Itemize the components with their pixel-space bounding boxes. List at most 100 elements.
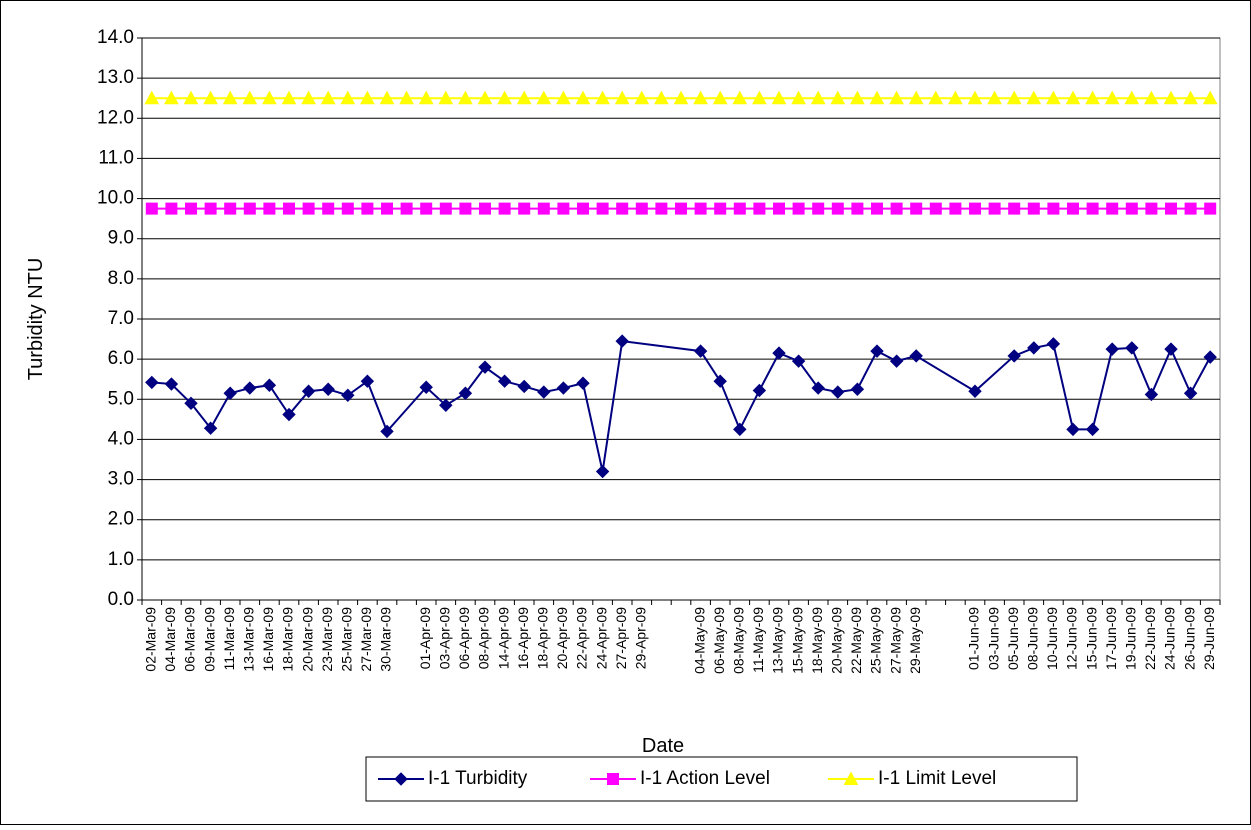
marker-square xyxy=(302,202,315,215)
marker-diamond xyxy=(1183,386,1198,400)
x-tick-label: 10-Jun-09 xyxy=(1044,607,1060,670)
y-axis-title: Turbidity NTU xyxy=(25,258,47,381)
marker-triangle xyxy=(1006,90,1022,105)
x-tick-label: 13-May-09 xyxy=(770,607,786,674)
marker-square xyxy=(675,202,687,215)
marker-triangle xyxy=(556,90,571,105)
marker-triangle xyxy=(399,90,414,105)
x-tick-label: 14-Apr-09 xyxy=(495,607,511,669)
marker-square xyxy=(949,202,962,215)
marker-square xyxy=(224,202,237,215)
x-tick-label: 01-Jun-09 xyxy=(966,607,982,670)
marker-triangle xyxy=(183,90,199,105)
marker-square xyxy=(616,202,629,215)
marker-square xyxy=(910,202,923,215)
marker-triangle xyxy=(732,90,748,105)
marker-square xyxy=(1125,202,1138,215)
marker-triangle xyxy=(791,90,806,105)
marker-square xyxy=(1067,202,1079,215)
x-tick-label: 03-Jun-09 xyxy=(985,607,1001,670)
legend-box xyxy=(365,756,1078,802)
y-tick-label: 14.0 xyxy=(97,27,134,48)
marker-square xyxy=(420,202,433,215)
x-tick-label: 18-Apr-09 xyxy=(535,607,551,669)
x-tick-label: 12-Jun-09 xyxy=(1064,607,1080,670)
marker-diamond xyxy=(360,374,375,388)
marker-square xyxy=(361,202,374,215)
marker-square xyxy=(694,202,707,215)
marker-diamond xyxy=(576,376,590,390)
y-tick-label: 10.0 xyxy=(97,188,134,209)
x-tick-label: 22-May-09 xyxy=(848,607,864,674)
y-tick-label: 6.0 xyxy=(108,348,134,369)
marker-triangle xyxy=(1026,90,1042,105)
marker-square xyxy=(400,202,413,215)
marker-square xyxy=(322,202,335,215)
x-tick-label: 26-Jun-09 xyxy=(1181,607,1197,670)
marker-square xyxy=(557,202,570,215)
marker-diamond xyxy=(1164,342,1178,356)
marker-triangle xyxy=(301,90,316,105)
x-tick-label: 29-Jun-09 xyxy=(1201,607,1217,670)
marker-diamond xyxy=(1066,422,1080,437)
marker-square xyxy=(1165,202,1177,215)
marker-triangle xyxy=(1085,90,1100,105)
marker-square xyxy=(733,202,746,215)
marker-triangle xyxy=(595,90,610,105)
marker-triangle xyxy=(889,90,904,105)
marker-square xyxy=(812,202,825,215)
x-tick-label: 06-May-09 xyxy=(711,607,727,674)
marker-square xyxy=(283,202,295,215)
x-tick-label: 02-Mar-09 xyxy=(143,607,159,672)
y-tick-label: 5.0 xyxy=(108,388,134,409)
x-tick-label: 20-May-09 xyxy=(829,607,845,674)
x-tick-label: 09-Mar-09 xyxy=(201,607,217,672)
marker-diamond xyxy=(615,334,629,348)
marker-square xyxy=(607,773,619,785)
x-tick-label: 13-Mar-09 xyxy=(241,607,257,672)
y-tick-label: 3.0 xyxy=(108,469,134,490)
x-tick-label: 19-Jun-09 xyxy=(1123,607,1139,670)
marker-triangle xyxy=(203,90,218,105)
marker-square xyxy=(655,202,668,215)
x-tick-label: 27-May-09 xyxy=(887,607,903,674)
x-tick-label: 23-Mar-09 xyxy=(319,607,335,672)
x-tick-label: 04-May-09 xyxy=(691,607,707,674)
marker-diamond xyxy=(380,424,394,439)
y-tick-label: 8.0 xyxy=(108,268,134,289)
marker-square xyxy=(831,202,844,215)
y-tick-label: 13.0 xyxy=(97,67,134,88)
marker-triangle xyxy=(843,771,859,785)
marker-triangle xyxy=(673,90,689,105)
marker-square xyxy=(243,202,256,215)
marker-triangle xyxy=(379,90,395,105)
y-tick-label: 7.0 xyxy=(108,308,134,329)
x-tick-label: 20-Apr-09 xyxy=(554,607,570,669)
marker-diamond xyxy=(595,464,610,479)
x-tick-label: 16-Apr-09 xyxy=(515,607,531,669)
marker-triangle xyxy=(850,90,865,105)
y-tick-label: 2.0 xyxy=(108,509,134,530)
marker-triangle xyxy=(497,90,512,105)
x-tick-label: 24-Jun-09 xyxy=(1162,607,1178,670)
marker-diamond xyxy=(497,374,512,388)
marker-diamond xyxy=(517,379,531,394)
marker-diamond xyxy=(394,772,408,786)
marker-triangle xyxy=(281,90,297,105)
marker-diamond xyxy=(243,381,257,395)
marker-triangle xyxy=(320,90,336,105)
marker-square xyxy=(988,202,1001,215)
marker-square xyxy=(851,202,864,215)
marker-triangle xyxy=(1104,90,1120,105)
marker-triangle xyxy=(458,90,473,105)
marker-diamond xyxy=(1203,350,1217,364)
marker-diamond xyxy=(145,375,159,390)
marker-diamond xyxy=(968,384,982,398)
marker-triangle xyxy=(262,90,277,105)
x-tick-label: 03-Apr-09 xyxy=(437,607,453,669)
marker-triangle xyxy=(536,90,552,105)
marker-diamond xyxy=(831,385,845,399)
marker-square xyxy=(577,202,589,215)
x-tick-label: 20-Mar-09 xyxy=(299,607,315,672)
